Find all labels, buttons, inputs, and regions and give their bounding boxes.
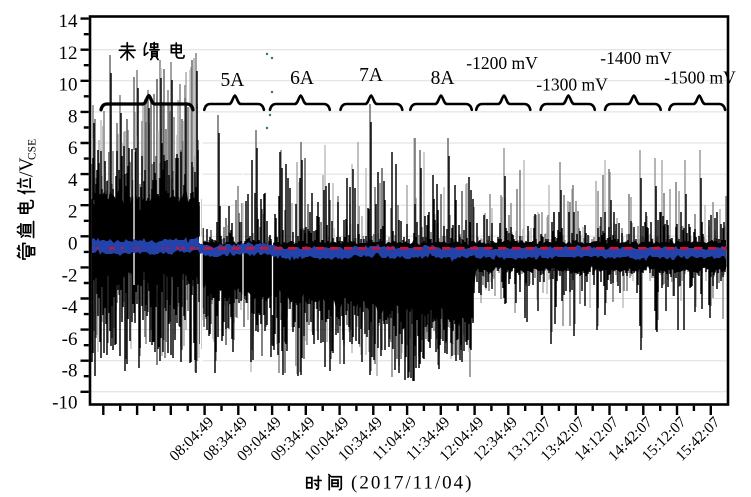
svg-text:-4: -4	[62, 297, 78, 318]
svg-text:5A: 5A	[220, 70, 244, 91]
svg-text:(2017/11/04): (2017/11/04)	[351, 473, 474, 494]
svg-text:-8: -8	[62, 361, 78, 382]
svg-text:0: 0	[68, 234, 78, 255]
svg-text:-1400 mV: -1400 mV	[600, 48, 672, 68]
svg-text:6A: 6A	[290, 68, 314, 89]
svg-text:12: 12	[59, 43, 78, 64]
svg-text:-2: -2	[62, 265, 78, 286]
svg-text:14: 14	[59, 11, 79, 32]
svg-text:4: 4	[68, 170, 78, 191]
svg-text:-6: -6	[62, 329, 78, 350]
svg-text:6: 6	[68, 138, 78, 159]
svg-text:-10: -10	[52, 392, 77, 413]
svg-text:7A: 7A	[359, 65, 383, 86]
svg-text:-1300 mV: -1300 mV	[536, 75, 608, 95]
svg-text:8: 8	[68, 107, 78, 128]
svg-text:CSE: CSE	[27, 139, 39, 160]
svg-text:-1200 mV: -1200 mV	[466, 53, 538, 73]
svg-text:/V: /V	[17, 158, 38, 178]
svg-text:10: 10	[59, 75, 78, 96]
svg-text:8A: 8A	[431, 68, 455, 89]
svg-text:2: 2	[68, 202, 78, 223]
svg-text:-1500 mV: -1500 mV	[664, 68, 736, 88]
